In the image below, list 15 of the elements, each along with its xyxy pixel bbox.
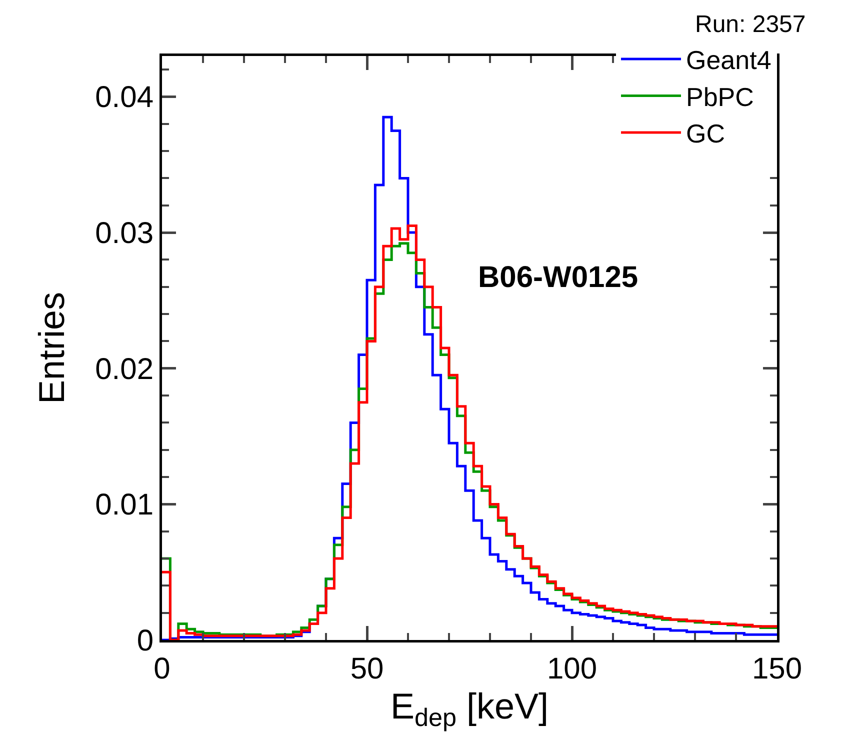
legend-label: Geant4 — [686, 45, 772, 76]
y-tick-label: 0.01 — [95, 488, 154, 522]
x-tick-label: 50 — [350, 652, 384, 686]
x-axis-title: E$_{dep}$ [keV] — [390, 686, 549, 732]
x-tick-label: 100 — [546, 652, 598, 686]
y-tick-label: 0.02 — [95, 352, 154, 386]
x-tick-label: 150 — [752, 652, 802, 686]
y-tick-label: 0.04 — [95, 81, 154, 114]
legend-label: GC — [686, 118, 725, 149]
annotation: B06-W0125 — [478, 261, 638, 294]
y-axis-title: Entries — [30, 292, 72, 404]
chart-title: Run: 2357 — [695, 11, 806, 38]
legend-label: PbPC — [686, 82, 754, 112]
y-tick-label: 0.03 — [95, 217, 154, 250]
y-tick-label: 0 — [136, 624, 154, 658]
